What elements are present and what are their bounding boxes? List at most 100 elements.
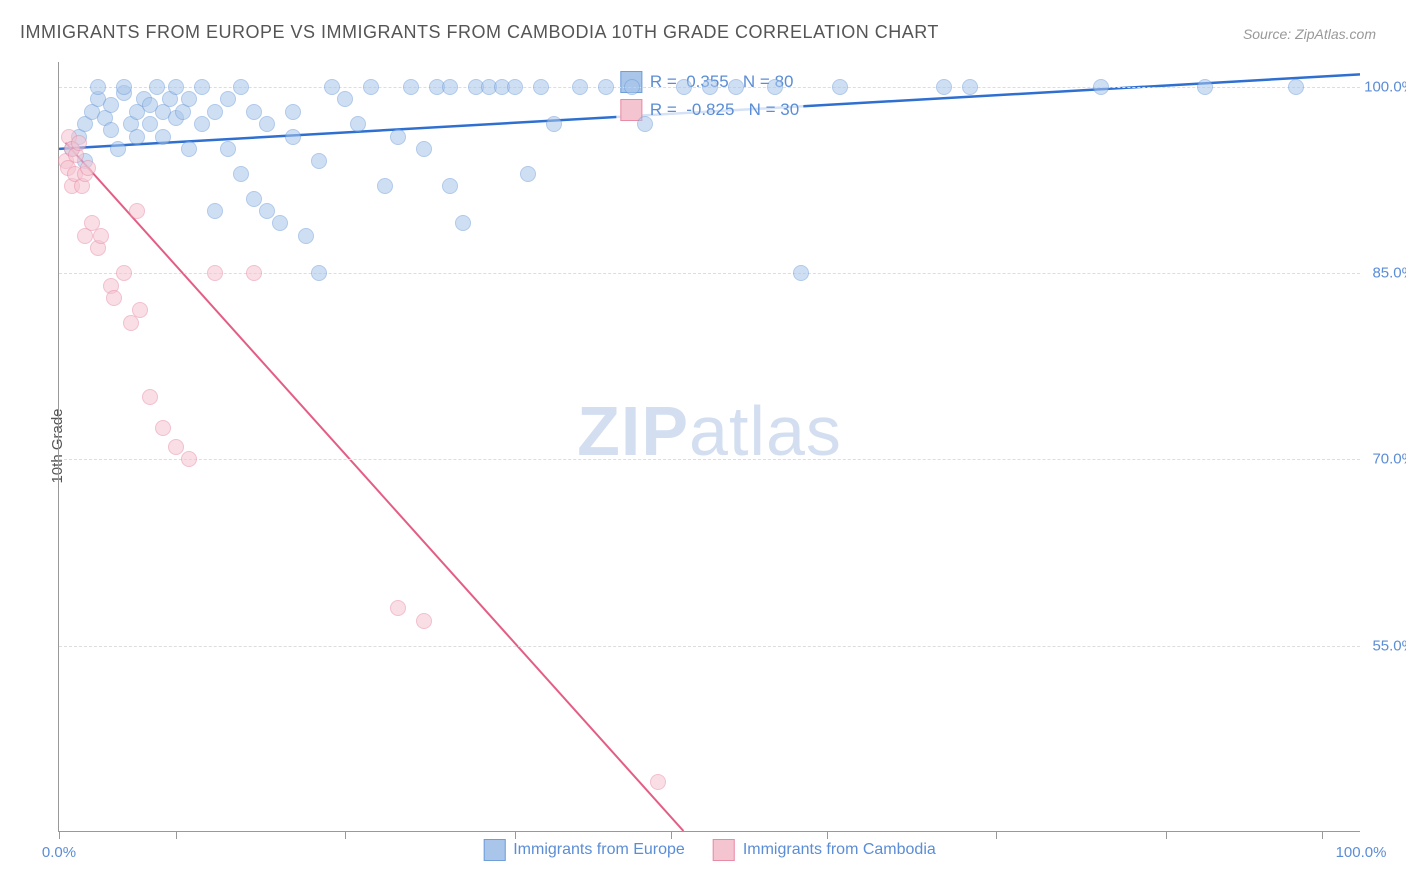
scatter-point: [650, 774, 666, 790]
scatter-point: [220, 91, 236, 107]
legend-series-label: Immigrants from Europe: [513, 841, 685, 859]
trend-lines: [59, 62, 1360, 831]
gridline: [59, 646, 1360, 647]
scatter-point: [181, 451, 197, 467]
x-tick: [827, 831, 828, 839]
x-max-label: 100.0%: [1336, 844, 1387, 861]
scatter-point: [272, 215, 288, 231]
scatter-point: [285, 129, 301, 145]
scatter-point: [246, 265, 262, 281]
legend-swatch: [713, 839, 735, 861]
scatter-point: [311, 153, 327, 169]
watermark-bold: ZIP: [577, 392, 689, 470]
y-tick-label: 85.0%: [1372, 265, 1406, 282]
x-min-label: 0.0%: [42, 844, 76, 861]
scatter-point: [132, 302, 148, 318]
gridline: [59, 459, 1360, 460]
scatter-point: [116, 79, 132, 95]
scatter-point: [103, 122, 119, 138]
source-name: ZipAtlas.com: [1295, 26, 1376, 42]
scatter-point: [350, 116, 366, 132]
scatter-point: [702, 79, 718, 95]
x-tick: [176, 831, 177, 839]
scatter-point: [259, 116, 275, 132]
scatter-point: [106, 290, 122, 306]
scatter-point: [455, 215, 471, 231]
legend-series-item: Immigrants from Europe: [483, 839, 685, 861]
scatter-point: [71, 135, 87, 151]
scatter-point: [155, 129, 171, 145]
scatter-point: [194, 79, 210, 95]
scatter-point: [962, 79, 978, 95]
scatter-point: [93, 228, 109, 244]
x-tick: [515, 831, 516, 839]
scatter-point: [1093, 79, 1109, 95]
scatter-point: [194, 116, 210, 132]
scatter-point: [377, 178, 393, 194]
chart-title: IMMIGRANTS FROM EUROPE VS IMMIGRANTS FRO…: [20, 22, 939, 43]
scatter-point: [1197, 79, 1213, 95]
source-prefix: Source:: [1243, 26, 1295, 42]
scatter-point: [1288, 79, 1304, 95]
scatter-point: [337, 91, 353, 107]
scatter-point: [142, 116, 158, 132]
scatter-point: [285, 104, 301, 120]
scatter-point: [129, 203, 145, 219]
scatter-point: [624, 79, 640, 95]
scatter-point: [181, 141, 197, 157]
scatter-point: [168, 79, 184, 95]
scatter-point: [403, 79, 419, 95]
watermark-light: atlas: [689, 392, 842, 470]
scatter-point: [220, 141, 236, 157]
scatter-point: [637, 116, 653, 132]
plot-area: ZIPatlas R = 0.355 N = 80R = -0.825 N = …: [58, 62, 1360, 832]
scatter-point: [676, 79, 692, 95]
scatter-point: [90, 79, 106, 95]
scatter-point: [129, 129, 145, 145]
legend-stat-text: R = -0.825 N = 30: [650, 100, 799, 120]
scatter-point: [298, 228, 314, 244]
legend-swatch: [483, 839, 505, 861]
scatter-point: [207, 203, 223, 219]
scatter-point: [233, 79, 249, 95]
x-tick: [996, 831, 997, 839]
scatter-point: [533, 79, 549, 95]
correlation-chart: IMMIGRANTS FROM EUROPE VS IMMIGRANTS FRO…: [0, 0, 1406, 892]
x-tick: [59, 831, 60, 839]
scatter-point: [442, 178, 458, 194]
scatter-point: [416, 141, 432, 157]
scatter-point: [520, 166, 536, 182]
scatter-point: [442, 79, 458, 95]
scatter-point: [598, 79, 614, 95]
scatter-point: [390, 129, 406, 145]
scatter-point: [311, 265, 327, 281]
scatter-point: [168, 439, 184, 455]
scatter-point: [207, 265, 223, 281]
scatter-point: [246, 191, 262, 207]
scatter-point: [246, 104, 262, 120]
legend-series-label: Immigrants from Cambodia: [743, 841, 936, 859]
scatter-point: [363, 79, 379, 95]
source-attribution: Source: ZipAtlas.com: [1243, 26, 1376, 42]
scatter-point: [793, 265, 809, 281]
scatter-point: [110, 141, 126, 157]
scatter-point: [324, 79, 340, 95]
scatter-point: [80, 160, 96, 176]
scatter-point: [390, 600, 406, 616]
scatter-point: [259, 203, 275, 219]
scatter-point: [546, 116, 562, 132]
x-tick: [1322, 831, 1323, 839]
x-tick: [345, 831, 346, 839]
legend-series-item: Immigrants from Cambodia: [713, 839, 936, 861]
scatter-point: [728, 79, 744, 95]
series-legend: Immigrants from Europe Immigrants from Ca…: [483, 839, 936, 861]
scatter-point: [149, 79, 165, 95]
scatter-point: [142, 389, 158, 405]
y-tick-label: 100.0%: [1364, 78, 1406, 95]
trend-line: [66, 143, 684, 831]
scatter-point: [572, 79, 588, 95]
scatter-point: [767, 79, 783, 95]
scatter-point: [507, 79, 523, 95]
scatter-point: [416, 613, 432, 629]
x-tick: [671, 831, 672, 839]
